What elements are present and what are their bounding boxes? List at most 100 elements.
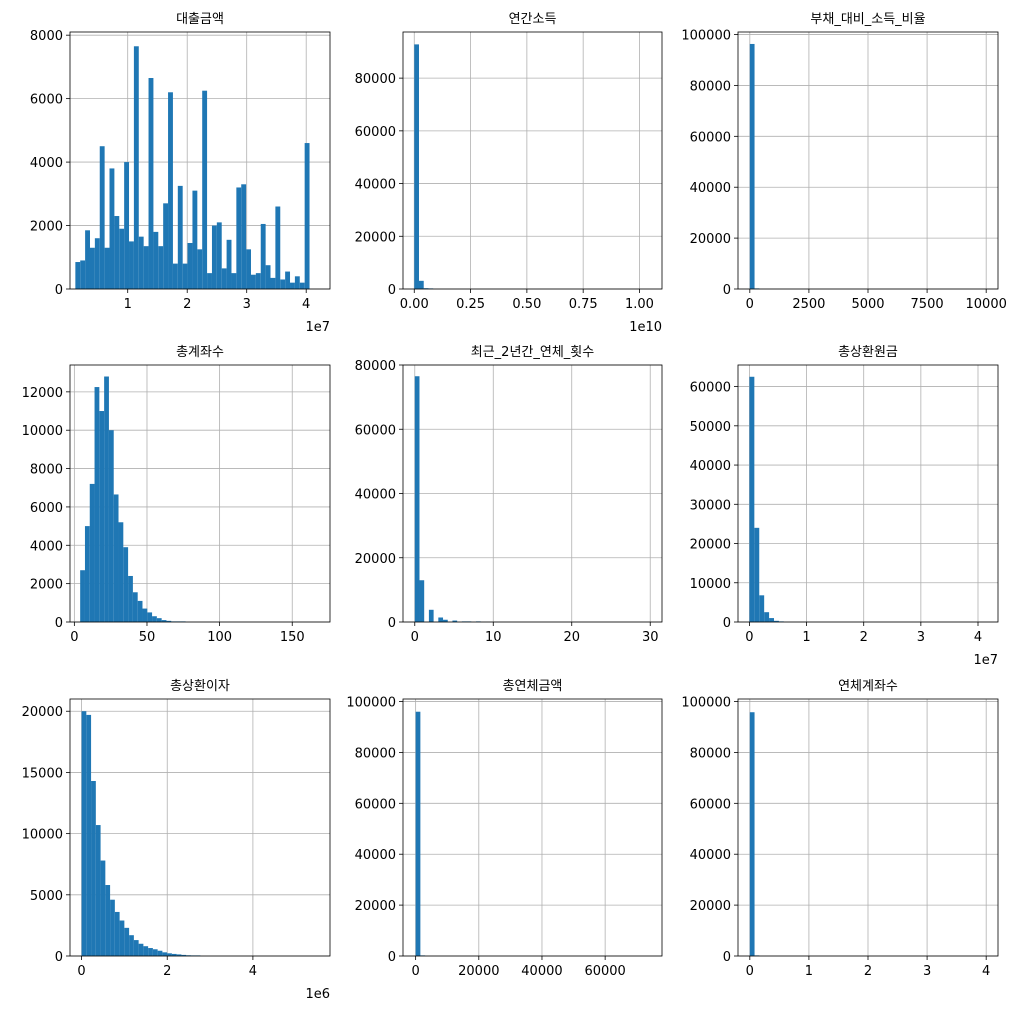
histogram-bar	[143, 946, 149, 956]
histogram-bar	[255, 273, 261, 289]
histogram-bar	[99, 411, 105, 622]
histogram-bar	[294, 276, 300, 289]
y-tick-label: 80000	[690, 79, 731, 94]
histogram-bar	[162, 952, 168, 956]
histogram-bar	[280, 279, 286, 289]
y-tick-label: 0	[388, 616, 396, 631]
histogram-bar	[124, 927, 130, 956]
histogram-bar	[250, 274, 256, 289]
histogram-bar	[152, 949, 158, 956]
histogram-bar	[110, 899, 115, 956]
y-tick-label: 40000	[355, 488, 396, 503]
histogram-bar	[100, 860, 106, 956]
histogram-bar	[99, 146, 105, 289]
x-tick-label: 4	[982, 964, 990, 979]
histogram-bar	[197, 249, 203, 289]
y-tick-label: 4000	[30, 156, 63, 171]
histogram-bar	[769, 618, 774, 622]
histogram-bar	[304, 143, 310, 289]
y-tick-label: 60000	[690, 130, 731, 145]
histogram-bar	[148, 948, 153, 956]
histogram-bar	[275, 206, 281, 289]
y-tick-label: 0	[723, 950, 731, 965]
subplot-5: 0 10 20 30 0 20000 40000 60000 80000 최근_2년간_연체_횟수	[355, 345, 663, 645]
y-tick-label: 15000	[22, 766, 63, 781]
subplot-title: 총계좌수	[176, 345, 224, 360]
y-tick-label: 20000	[355, 230, 396, 245]
x-tick-label: 1	[802, 630, 810, 645]
subplot-9: 0 1 2 3 4 0 20000 40000 60000 80000 100000 연체계좌수	[681, 679, 999, 979]
y-tick-label: 20000	[690, 232, 731, 247]
histogram-bar	[108, 430, 114, 622]
y-tick-label: 30000	[690, 498, 731, 513]
x-tick-label: 3	[917, 630, 925, 645]
y-tick-label: 12000	[22, 386, 63, 401]
histogram-bar	[754, 527, 760, 622]
histogram-bar	[132, 592, 138, 622]
histogram-bar	[749, 43, 755, 289]
histogram-bar	[138, 236, 144, 289]
histogram-bar	[104, 247, 110, 289]
x-tick-label: 5000	[851, 297, 884, 312]
x-tick-label: 1	[124, 297, 132, 312]
histogram-bar	[143, 246, 149, 289]
y-tick-label: 0	[55, 950, 63, 965]
subplot-title: 연체계좌수	[838, 679, 898, 694]
y-tick-label: 20000	[22, 705, 63, 720]
axes-frame	[69, 364, 331, 623]
histogram-bar	[114, 911, 120, 956]
histogram-bar	[133, 940, 139, 956]
histogram-bar	[105, 885, 111, 956]
y-tick-label: 20000	[690, 899, 731, 914]
histogram-bar	[95, 825, 101, 956]
x-tick-label: 0	[411, 630, 419, 645]
y-tick-label: 0	[388, 950, 396, 965]
x-tick-label: 2	[864, 964, 872, 979]
histogram-bar	[418, 280, 424, 289]
x-tick-label: 7500	[911, 297, 944, 312]
histogram-bar	[202, 90, 208, 289]
histogram-bar	[749, 376, 755, 622]
x-tick-label: 50	[139, 630, 156, 645]
x-tick-label: 2	[163, 964, 171, 979]
x-offset-label: 1e7	[305, 320, 330, 335]
x-tick-label: 30	[642, 630, 659, 645]
y-tick-label: 8000	[30, 463, 63, 478]
y-tick-label: 80000	[355, 72, 396, 87]
histogram-bar	[428, 609, 434, 622]
axes-frame	[402, 698, 663, 957]
y-tick-label: 0	[723, 616, 731, 631]
y-tick-label: 100000	[681, 696, 731, 711]
y-tick-label: 20000	[355, 552, 396, 567]
y-tick-label: 0	[723, 283, 731, 298]
histogram-bar	[241, 184, 247, 289]
y-tick-label: 20000	[690, 538, 731, 553]
subplot-title: 대출금액	[176, 12, 224, 27]
y-tick-label: 8000	[30, 29, 63, 44]
subplot-1: 1 2 3 4 0 2000 4000 6000 8000 대출금액 1e7	[30, 12, 331, 335]
subplot-6: 0 1 2 3 4 0 10000 20000 30000 40000 50000 60000 총상환원…	[690, 345, 999, 668]
x-tick-label: 40000	[521, 964, 562, 979]
histogram-bar	[163, 203, 169, 289]
histogram-bar	[128, 575, 133, 622]
histogram-bar	[414, 376, 420, 622]
histogram-bar	[774, 620, 779, 622]
y-tick-label: 60000	[690, 797, 731, 812]
histogram-bar	[86, 714, 92, 956]
x-tick-label: 3	[923, 964, 931, 979]
x-tick-label: 0	[77, 964, 85, 979]
axes-frame	[402, 31, 663, 290]
histogram-bar	[156, 618, 162, 622]
histogram-bar	[290, 282, 295, 289]
axes-frame	[737, 364, 999, 623]
y-tick-label: 6000	[30, 93, 63, 108]
histogram-bar	[192, 190, 198, 289]
histogram-bar	[147, 612, 153, 622]
y-tick-label: 60000	[355, 423, 396, 438]
histogram-bar	[109, 168, 115, 289]
histogram-bar	[168, 92, 173, 289]
x-tick-label: 10000	[966, 297, 1007, 312]
histogram-bar	[177, 185, 183, 289]
histogram-bar	[84, 526, 90, 622]
